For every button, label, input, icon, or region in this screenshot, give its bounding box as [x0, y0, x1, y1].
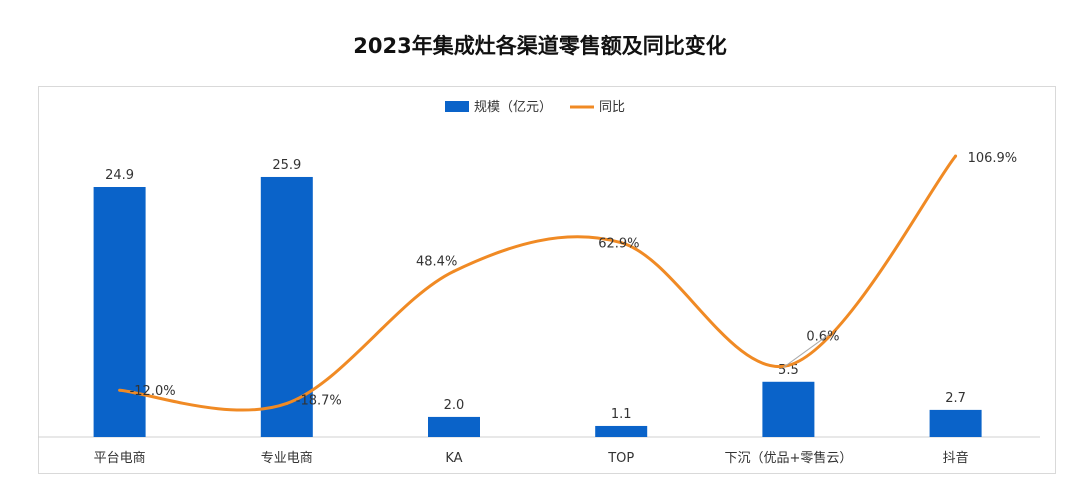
legend-bar-swatch — [445, 101, 469, 112]
bar — [595, 425, 648, 437]
line-path — [119, 155, 957, 412]
line-value-label: -12.0% — [130, 384, 176, 399]
chart-frame — [38, 86, 1056, 474]
label-leader-line — [783, 333, 831, 368]
bar-value-label: 24.9 — [105, 168, 134, 183]
line-point — [118, 388, 122, 392]
bar — [762, 381, 815, 437]
bar — [929, 409, 982, 437]
line-value-label: 0.6% — [806, 329, 839, 344]
bar-value-label: 2.7 — [945, 391, 966, 406]
category-label: 平台电商 — [94, 451, 146, 466]
line-value-label: -18.7% — [296, 393, 342, 408]
category-label: 抖音 — [943, 450, 969, 466]
bar-series: 24.925.92.01.15.52.7 — [93, 158, 982, 438]
chart-title: 2023年集成灶各渠道零售额及同比变化 — [353, 34, 727, 58]
line-series: -12.0% -18.7% 48.4% 62.9% 0.6% 106.9% — [118, 151, 1018, 412]
category-label: 下沉（优品+零售云） — [724, 450, 852, 466]
category-label: TOP — [607, 451, 634, 466]
line-point — [452, 269, 456, 273]
bar-value-label: 25.9 — [272, 158, 301, 173]
line-point — [619, 241, 623, 245]
line-value-label: 106.9% — [968, 151, 1018, 166]
bar — [428, 416, 480, 437]
category-axis: 平台电商 专业电商 KA TOP 下沉（优品+零售云） 抖音 — [94, 450, 969, 466]
bar — [93, 187, 146, 437]
legend-bar-label: 规模（亿元） — [474, 100, 552, 115]
line-point — [954, 154, 958, 158]
bar-value-label: 1.1 — [611, 407, 632, 422]
line-value-label: 48.4% — [416, 254, 457, 269]
legend-line-label: 同比 — [599, 100, 625, 115]
bar-value-label: 2.0 — [444, 398, 465, 413]
category-label: 专业电商 — [261, 451, 313, 466]
line-value-label: 62.9% — [598, 237, 639, 252]
line-point — [285, 401, 289, 405]
legend: 规模（亿元） 同比 — [445, 100, 625, 115]
category-label: KA — [445, 451, 462, 466]
